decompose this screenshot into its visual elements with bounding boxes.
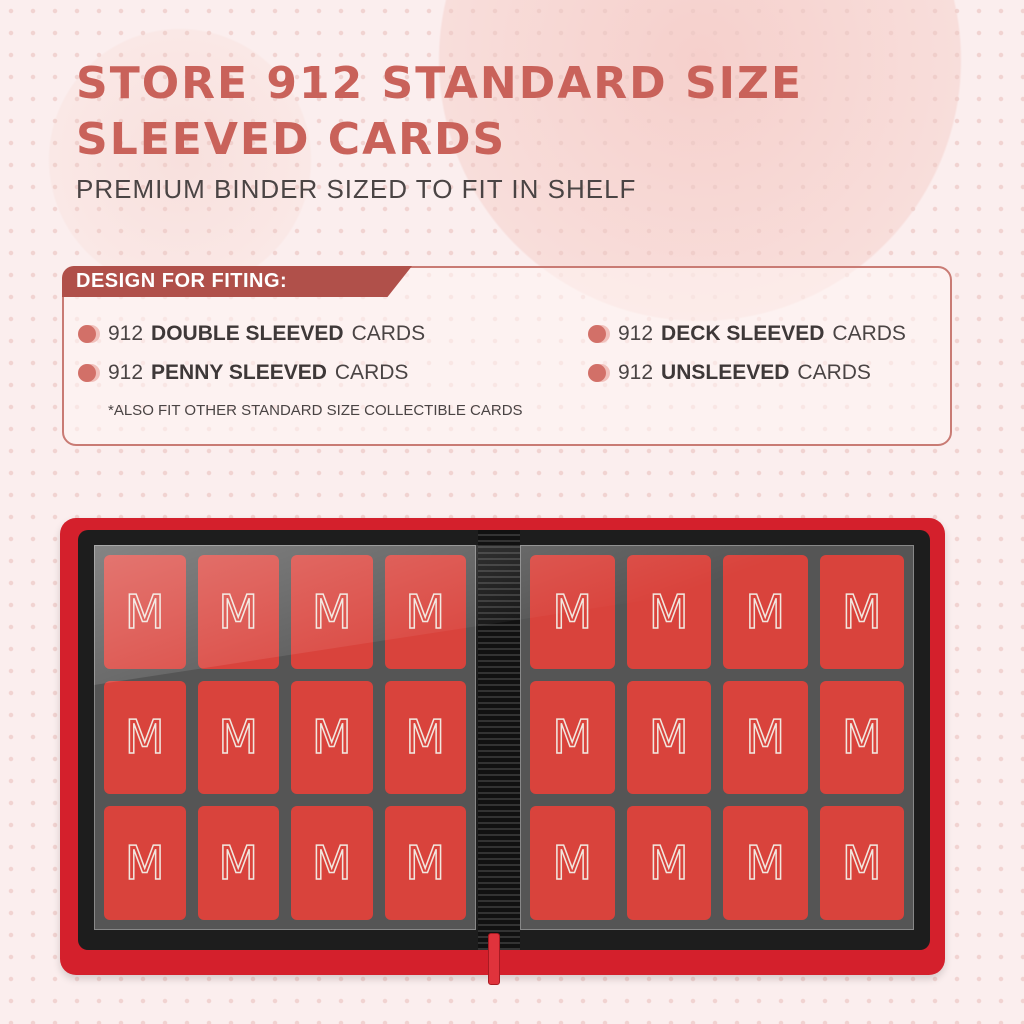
card-in-pocket: M <box>384 806 466 920</box>
card-in-pocket: M <box>291 806 373 920</box>
feature-item: 912 PENNY SLEEVED CARDS <box>78 361 408 385</box>
card-in-pocket: M <box>723 680 808 795</box>
card-in-pocket: M <box>104 806 186 920</box>
card-in-pocket: M <box>530 806 615 920</box>
card-in-pocket: M <box>197 806 279 920</box>
subtitle: PREMIUM BINDER SIZED TO FIT IN SHELF <box>76 174 637 204</box>
card-in-pocket: M <box>819 806 904 920</box>
card-in-pocket: M <box>291 555 373 669</box>
card-in-pocket: M <box>104 555 186 669</box>
feature-item: 912 UNSLEEVED CARDS <box>588 361 871 385</box>
card-in-pocket: M <box>530 555 615 669</box>
bullet-icon <box>78 364 100 382</box>
card-in-pocket: M <box>626 555 711 669</box>
headline-line-2: SLEEVED CARDS <box>76 114 507 165</box>
headline-line-1: STORE 912 STANDARD SIZE <box>76 58 804 109</box>
features-header: DESIGN FOR FITING: <box>62 266 412 297</box>
card-in-pocket: M <box>819 680 904 795</box>
card-in-pocket: M <box>197 680 279 795</box>
features-box: DESIGN FOR FITING: 912 DOUBLE SLEEVED CARD… <box>62 266 952 446</box>
bullet-icon <box>588 325 610 343</box>
feature-item: 912 DECK SLEEVED CARDS <box>588 322 906 346</box>
feature-item: 912 DOUBLE SLEEVED CARDS <box>78 322 425 346</box>
zipper-pull <box>488 933 500 985</box>
card-in-pocket: M <box>819 555 904 669</box>
features-note: *ALSO FIT OTHER STANDARD SIZE COLLECTIBL… <box>108 402 523 419</box>
card-in-pocket: M <box>626 806 711 920</box>
card-in-pocket: M <box>530 680 615 795</box>
bullet-icon <box>588 364 610 382</box>
card-in-pocket: M <box>197 555 279 669</box>
card-in-pocket: M <box>384 555 466 669</box>
card-in-pocket: M <box>626 680 711 795</box>
card-in-pocket: M <box>291 680 373 795</box>
binder-spine-zipper <box>478 530 520 950</box>
card-in-pocket: M <box>384 680 466 795</box>
card-in-pocket: M <box>104 680 186 795</box>
headline: STORE 912 STANDARD SIZE SLEEVED CARDS <box>76 56 803 168</box>
card-in-pocket: M <box>723 555 808 669</box>
bullet-icon <box>78 325 100 343</box>
card-in-pocket: M <box>723 806 808 920</box>
